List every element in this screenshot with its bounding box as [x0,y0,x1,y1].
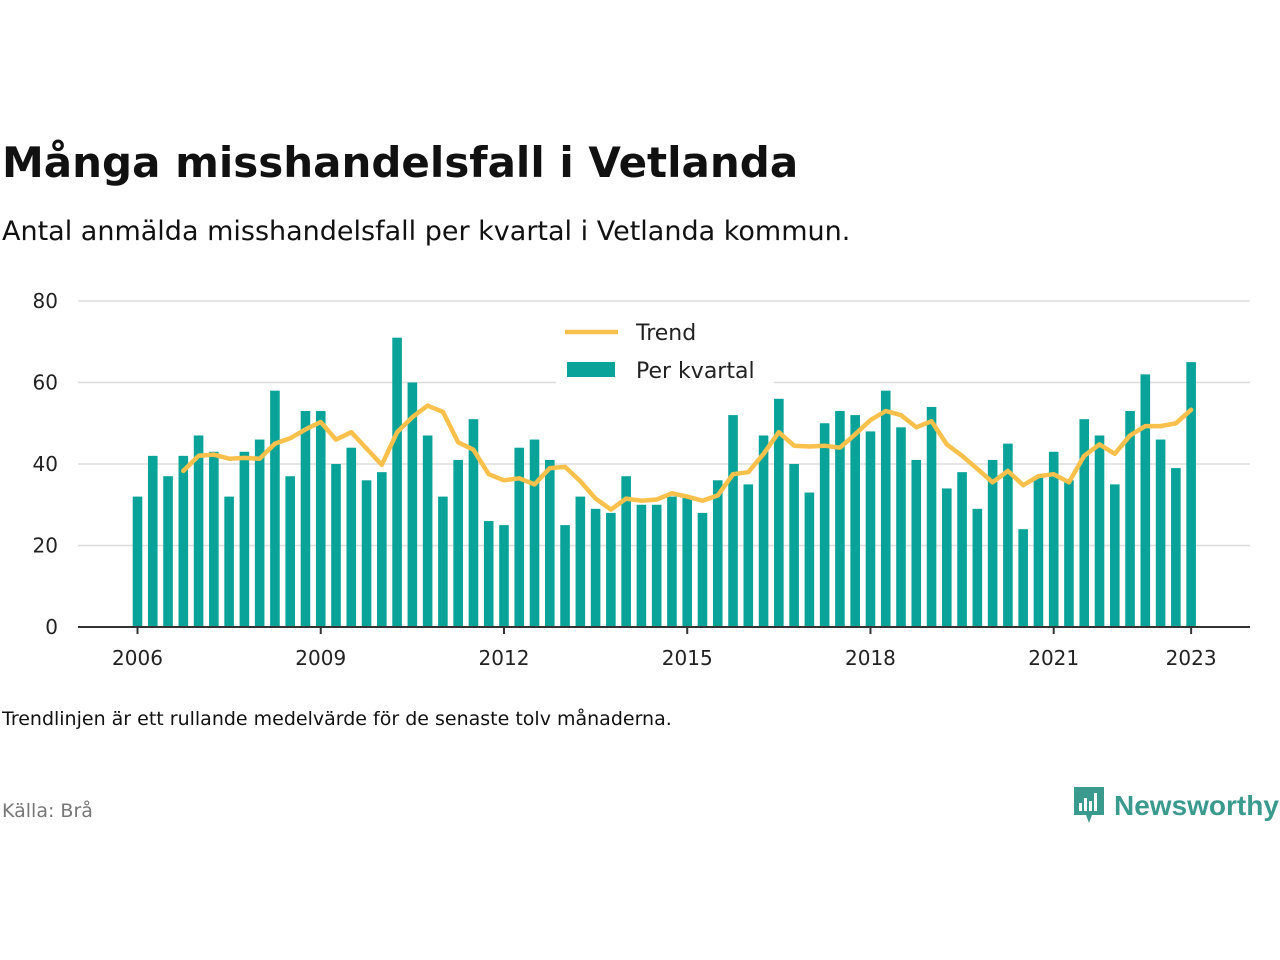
bar [804,492,815,627]
x-tick-label: 2018 [845,646,896,670]
y-tick-label: 40 [33,452,58,476]
bar [315,411,326,627]
bar [468,419,479,627]
x-tick-label: 2021 [1028,646,1079,670]
y-tick-label: 60 [33,371,58,395]
bar [606,512,616,627]
bar [178,455,189,627]
bar [987,459,998,627]
bar [163,476,173,627]
bar [209,451,219,627]
bar [712,480,723,627]
bar [651,504,662,627]
bar [438,496,448,627]
bar [835,411,845,627]
bar [636,504,647,627]
legend-bar-swatch [567,362,615,377]
bar [896,427,906,627]
y-tick-label: 20 [33,534,58,558]
bar [972,508,983,627]
bar [774,398,784,627]
bar [819,423,830,627]
bar [239,451,250,627]
bar [957,472,967,627]
bar [1048,451,1059,627]
bar-chart: 0 20 40 60 80 2006 2009 2012 2015 2018 2021 2023 Tre… [33,289,1250,670]
bar [224,496,234,627]
bar [361,480,372,627]
bar [743,484,754,627]
bar [499,525,509,627]
bar [697,512,708,627]
bar [331,464,341,627]
newsworthy-brand[interactable]: Newsworthy [1072,784,1279,828]
bar [300,411,311,627]
bar [590,508,601,627]
bar [407,382,418,627]
bar [1125,411,1135,627]
bar [865,431,876,627]
x-tick-label: 2015 [662,646,713,670]
chart-subtitle: Antal anmälda misshandelsfall per kvarta… [2,216,851,247]
bar [1094,435,1105,627]
source-label: Källa: Brå [2,800,93,822]
legend-box [556,315,774,393]
bar [147,455,158,627]
bar [483,521,494,627]
bar [926,406,937,627]
bar [850,415,860,627]
bar [789,464,799,627]
bar [514,447,525,627]
bar [392,337,402,627]
bar [1109,484,1120,627]
bar [560,525,570,627]
bar [1003,443,1013,627]
bar [132,496,143,627]
x-tick-label: 2023 [1166,646,1217,670]
newsworthy-logo-icon [1074,787,1104,823]
y-tick-label: 0 [45,615,58,639]
bar [529,439,540,627]
bar [942,488,952,627]
bar [575,496,586,627]
bar [758,435,769,627]
x-tick-label: 2012 [479,646,530,670]
bar [270,390,280,627]
bar [1079,419,1090,627]
bar [1018,529,1028,627]
bar [1171,468,1181,627]
legend-trend-label: Trend [635,321,696,346]
bar [880,390,891,627]
trend-line [181,403,1194,512]
x-tick-label: 2009 [295,646,346,670]
bar [682,496,693,627]
bar [544,459,555,627]
bar [254,439,265,627]
bar [453,459,463,627]
chart-note: Trendlinjen är ett rullande medelvärde f… [2,708,672,730]
legend-bar-label: Per kvartal [636,359,755,384]
bar [1186,362,1196,627]
y-tick-label: 80 [33,289,58,313]
bar [1140,374,1151,627]
bar [667,496,677,627]
brand-name: Newsworthy [1114,790,1279,821]
x-tick-label: 2006 [112,646,163,670]
bar [728,415,738,627]
bar [346,447,357,627]
bar [911,459,922,627]
bar [377,472,387,627]
bar [1064,480,1074,627]
bar [193,435,204,627]
chart-title: Många misshandelsfall i Vetlanda [2,138,799,187]
bar [1033,476,1044,627]
bar [1155,439,1166,627]
bar [621,476,631,627]
bar [285,476,295,627]
bar [422,435,433,627]
